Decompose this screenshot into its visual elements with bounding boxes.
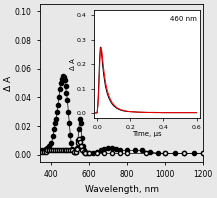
X-axis label: Wavelength, nm: Wavelength, nm [85, 185, 159, 194]
Y-axis label: Δ A: Δ A [4, 75, 13, 91]
